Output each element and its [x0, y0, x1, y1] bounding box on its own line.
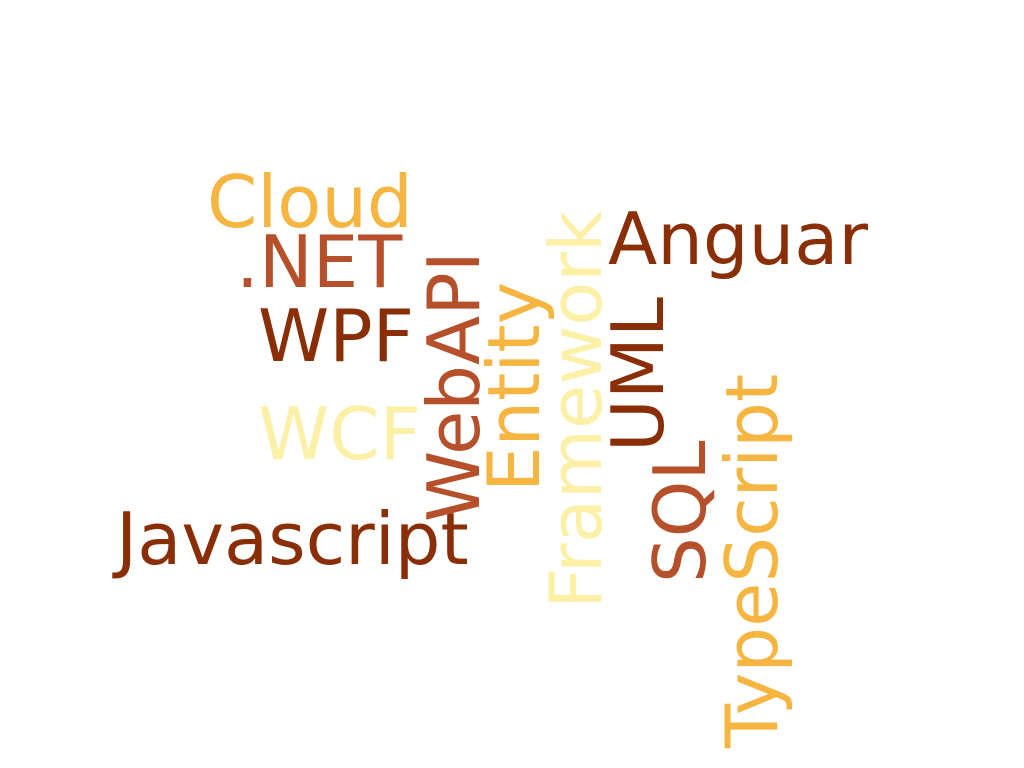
word-cloud-term: Cloud	[207, 160, 413, 244]
word-javascript-term: Javascript	[116, 497, 469, 581]
word-net-term: .NET	[236, 220, 403, 304]
word-typescript-term: TypeScript	[710, 373, 794, 748]
word-wpf-term: WPF	[258, 294, 415, 378]
word-wcf-term: WCF	[258, 392, 421, 476]
word-sql-term: SQL	[638, 440, 722, 584]
word-uml-term: UML	[596, 297, 680, 452]
word-anguar-term: Anguar	[608, 197, 868, 281]
